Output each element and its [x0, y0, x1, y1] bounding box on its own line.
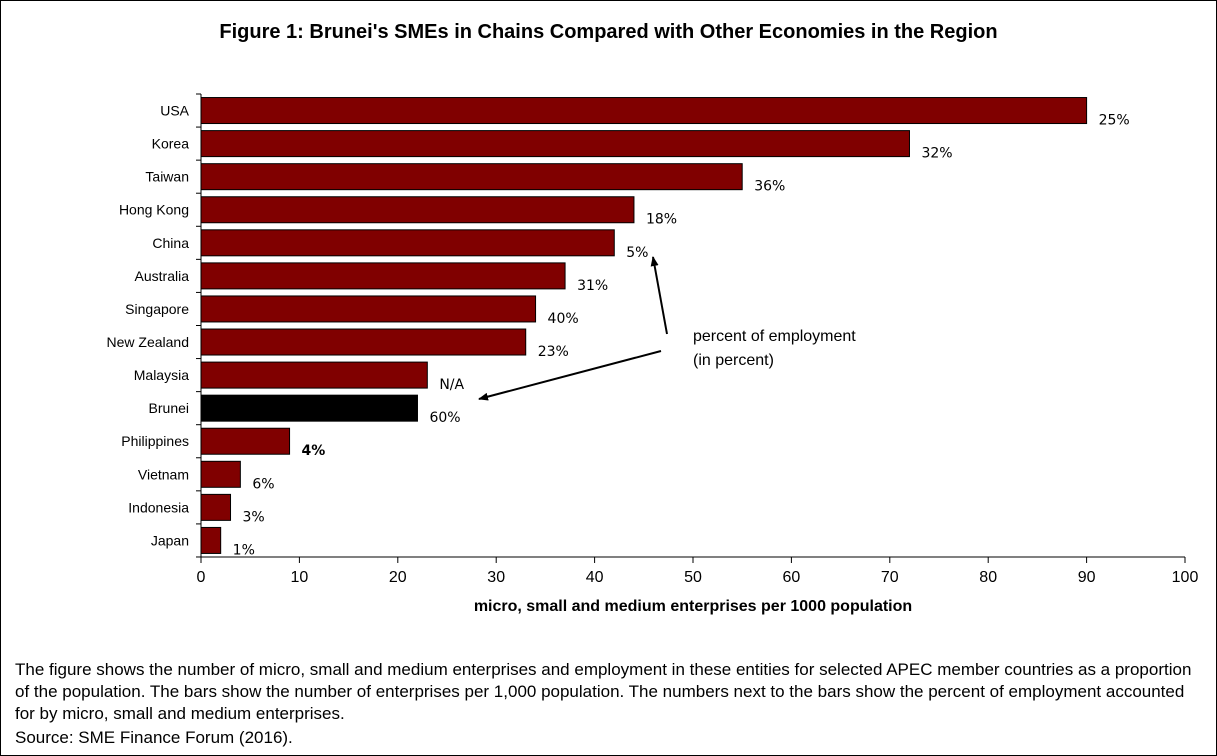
data-label: 3% [243, 509, 265, 525]
x-tick-label: 100 [1172, 569, 1199, 586]
category-label: Philippines [121, 433, 189, 449]
bar-china [200, 229, 615, 257]
category-label: Brunei [149, 400, 189, 416]
data-label: 60% [429, 410, 460, 426]
axes-layer: 0 10 20 30 40 50 60 70 80 90 100 micro, small and m… [196, 93, 1199, 615]
category-label: Singapore [125, 301, 189, 317]
category-label: Taiwan [145, 169, 189, 185]
bar-brunei [200, 394, 418, 422]
bar-korea [200, 130, 910, 158]
bar-vietnam [200, 460, 241, 488]
data-label: 36% [754, 179, 785, 195]
category-label: Indonesia [128, 499, 189, 515]
figure-caption: The figure shows the number of micro, sm… [15, 660, 1192, 723]
category-label: Australia [135, 268, 190, 284]
data-label: 5% [626, 245, 648, 261]
data-label: 18% [646, 212, 677, 228]
x-axis-label: micro, small and medium enterprises per … [474, 598, 912, 615]
bar-malaysia [200, 361, 428, 389]
category-label: Korea [152, 136, 190, 152]
x-tick-label: 70 [881, 569, 899, 586]
annotation-arrow-brunei [478, 350, 662, 401]
bar-hong-kong [200, 196, 635, 224]
x-tick-label: 60 [783, 569, 801, 586]
figure-source: Source: SME Finance Forum (2016). [15, 728, 293, 747]
bar-indonesia [200, 493, 232, 521]
bar-japan [200, 526, 222, 554]
bar-usa [200, 97, 1088, 125]
x-tick-label: 10 [291, 569, 309, 586]
data-label: N/A [439, 377, 464, 393]
category-label: China [152, 235, 189, 251]
category-label: Malaysia [134, 367, 189, 383]
bar-chart: 0 10 20 30 40 50 60 70 80 90 100 micro, small and m… [107, 93, 1199, 615]
category-label: Japan [151, 532, 189, 548]
chart-title: Figure 1: Brunei's SMEs in Chains Compar… [219, 21, 998, 43]
labels-layer: USA 25% Korea 32% Taiwan 36% Hong Kong 18% China… [107, 103, 1130, 559]
data-label: 23% [538, 344, 569, 360]
bar-new-zealand [200, 328, 527, 356]
annotation-layer: percent of employment (in percent) [478, 256, 856, 401]
annotation-line-2: (in percent) [693, 352, 774, 369]
bar-australia [200, 262, 566, 290]
x-tick-label: 90 [1078, 569, 1096, 586]
bar-singapore [200, 295, 537, 323]
category-label: New Zealand [107, 334, 190, 350]
x-tick-label: 0 [197, 569, 206, 586]
bar-taiwan [200, 163, 743, 191]
data-label: 40% [548, 311, 579, 327]
category-label: Vietnam [138, 466, 189, 482]
data-label: 25% [1099, 113, 1130, 129]
annotation-line-1: percent of employment [693, 328, 856, 345]
category-label: USA [160, 103, 189, 119]
x-tick-label: 50 [684, 569, 702, 586]
data-label: 31% [577, 278, 608, 294]
x-tick-label: 20 [389, 569, 407, 586]
annotation-arrow-up [650, 256, 668, 335]
data-label: 6% [252, 476, 274, 492]
bar-philippines [200, 427, 291, 455]
x-tick-label: 40 [586, 569, 604, 586]
data-label: 1% [233, 542, 255, 558]
data-label: 4% [302, 443, 326, 459]
x-tick-label: 80 [979, 569, 997, 586]
data-label: 32% [921, 146, 952, 162]
x-tick-label: 30 [487, 569, 505, 586]
bars-layer [200, 97, 1088, 554]
category-label: Hong Kong [119, 202, 189, 218]
